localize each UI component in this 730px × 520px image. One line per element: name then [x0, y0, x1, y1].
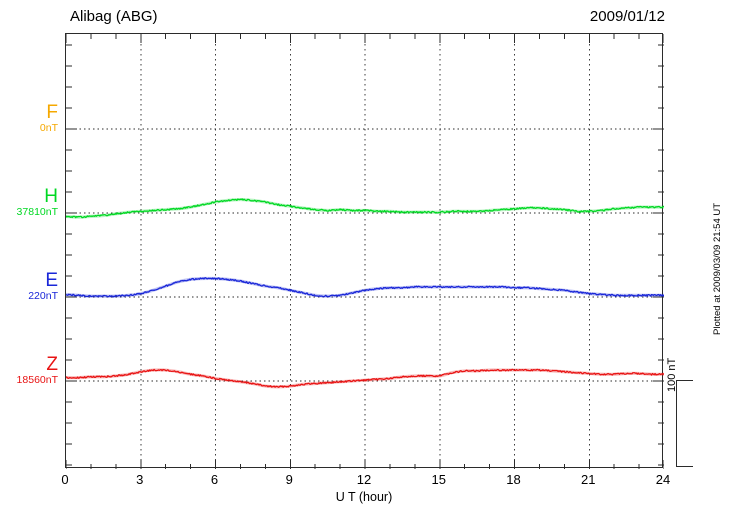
component-baseline-H: 37810nT: [16, 206, 58, 218]
component-label-Z: Z 18560nT: [0, 354, 58, 386]
component-baseline-F: 0nT: [39, 122, 58, 134]
component-symbol-F: F: [46, 102, 58, 123]
x-tick-label: 6: [210, 472, 219, 487]
component-baseline-Z: 18560nT: [16, 374, 58, 386]
scale-bar-top-tick: [676, 380, 693, 381]
scale-bar: 100 nT: [666, 358, 694, 468]
component-label-H: H 37810nT: [0, 186, 58, 218]
plot-area: [65, 33, 664, 469]
x-tick-label: 3: [136, 472, 144, 487]
x-tick-label: 18: [506, 472, 521, 487]
scale-bar-vertical-line: [676, 380, 677, 467]
scale-bar-bottom-tick: [676, 466, 693, 467]
x-tick-label: 15: [431, 472, 446, 487]
x-tick-label: 21: [581, 472, 596, 487]
component-symbol-H: H: [44, 186, 58, 207]
x-tick-label: 24: [655, 472, 671, 487]
x-axis-title: U T (hour): [335, 490, 393, 504]
component-label-F: F 0nT: [0, 102, 58, 134]
plotted-at-caption: Plotted at 2009/03/09 21:54 UT: [712, 202, 723, 335]
scale-bar-label: 100 nT: [666, 357, 678, 392]
component-symbol-Z: Z: [46, 354, 58, 375]
component-label-E: E 220nT: [0, 270, 58, 302]
x-tick-label: 12: [356, 472, 372, 487]
x-tick-label: 9: [285, 472, 293, 487]
component-baseline-E: 220nT: [28, 290, 58, 302]
component-symbol-E: E: [45, 270, 58, 291]
observation-date: 2009/01/12: [589, 8, 665, 25]
page-title: Alibag (ABG): [70, 8, 158, 25]
x-tick-label: 0: [61, 472, 69, 487]
magnetogram-svg: [66, 34, 664, 469]
